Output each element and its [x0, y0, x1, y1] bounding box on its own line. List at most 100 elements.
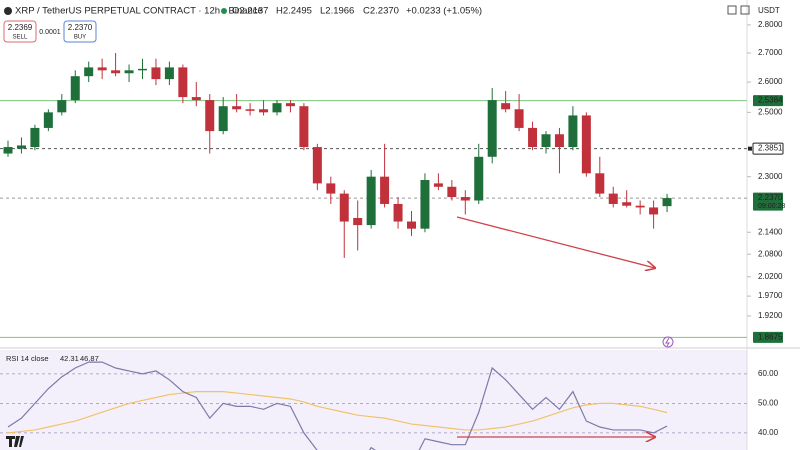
- brand-logo: [6, 436, 24, 447]
- candle-body: [528, 127, 538, 148]
- y-tick-label: 40.00: [758, 428, 779, 437]
- candle-body: [43, 112, 53, 128]
- y-tick-label: 2.6000: [758, 77, 783, 86]
- candle-body: [30, 127, 40, 148]
- price-label-box: [753, 192, 783, 211]
- symbol-icon: [4, 7, 12, 15]
- candle-body: [662, 198, 672, 207]
- indicator-line: [7, 361, 668, 450]
- candle-body: [380, 176, 390, 204]
- price-label: 2.2370: [758, 193, 783, 202]
- ohlc-l: L2.1966: [320, 6, 354, 17]
- symbol-title: XRP / TetherUS PERPETUAL CONTRACT · 12h …: [15, 6, 263, 17]
- alert-icon[interactable]: [662, 336, 674, 348]
- candle-body: [57, 100, 67, 113]
- ohlc-c: C2.2370: [363, 6, 399, 17]
- settings-icon[interactable]: [740, 5, 750, 15]
- y-tick-label: 2.0800: [758, 249, 783, 258]
- rsi-value: 42.31: [60, 354, 79, 363]
- ohlc-change: +0.0233 (+1.05%): [406, 6, 482, 17]
- candle-body: [514, 109, 524, 128]
- layout-icon[interactable]: [727, 5, 737, 15]
- currency: USDT: [758, 6, 780, 15]
- price-label: 2.5384: [758, 96, 783, 105]
- y-tick-label: 2.7000: [758, 48, 783, 57]
- candle-body: [299, 106, 309, 148]
- candle-body: [366, 176, 376, 226]
- candle-body: [568, 115, 578, 148]
- candle-body: [218, 106, 228, 132]
- candle-body: [420, 180, 430, 229]
- candle-body: [151, 67, 161, 80]
- candle-body: [622, 202, 632, 206]
- rsi-ma-value: 46.87: [80, 354, 99, 363]
- candle-body: [84, 67, 94, 77]
- candle-body: [245, 109, 255, 111]
- buy-label: BUY: [74, 35, 86, 41]
- price-label-marker: [748, 146, 752, 151]
- candle-body: [272, 103, 282, 113]
- candle-body: [595, 173, 605, 194]
- candle-body: [487, 100, 497, 157]
- ohlc-h: H2.2495: [276, 6, 312, 17]
- y-tick-label: 1.9200: [758, 311, 783, 320]
- y-tick-label: 2.8000: [758, 20, 783, 29]
- candle-body: [312, 147, 322, 184]
- alert-icon-glyph: [665, 337, 670, 347]
- candle-body: [232, 106, 242, 110]
- y-tick-label: 1.9700: [758, 291, 783, 300]
- candle-body: [70, 76, 80, 101]
- candle-body: [474, 156, 484, 201]
- price-label: 1.8675: [758, 332, 783, 341]
- price-label-box: [753, 331, 783, 343]
- y-tick-label: 2.3000: [758, 172, 783, 181]
- candle-body: [447, 186, 457, 198]
- countdown: 09:00:28: [758, 203, 785, 210]
- sell-price: 2.2369: [8, 23, 33, 32]
- candle-body: [339, 193, 349, 222]
- rsi-lines: [7, 361, 668, 450]
- candle-body: [191, 97, 201, 101]
- trend-arrow: [456, 216, 655, 268]
- candle-body: [97, 67, 107, 71]
- candle-body: [608, 193, 618, 204]
- price-label-box: [753, 95, 783, 107]
- candle-body: [501, 103, 511, 110]
- spread: 0.0001: [39, 29, 61, 36]
- rsi-name: RSI 14 close: [6, 354, 49, 363]
- candle-body: [124, 70, 134, 74]
- y-tick-label: 2.5000: [758, 107, 783, 116]
- indicator-line: [7, 390, 668, 434]
- candle-body: [3, 147, 13, 154]
- rsi-pane: [0, 350, 747, 450]
- candle-body: [16, 145, 26, 149]
- candle-body: [433, 183, 443, 187]
- candle-body: [259, 109, 269, 113]
- candle-body: [164, 67, 174, 80]
- candle-body: [111, 70, 121, 74]
- status-dot: [221, 8, 227, 14]
- sell-label: SELL: [13, 35, 28, 41]
- candle-body: [649, 207, 659, 215]
- candle-body: [178, 67, 188, 98]
- candle-body: [353, 217, 363, 226]
- plot: 2.8000 2.7000 2.6000 2.5000 2.3000 2.1400 2.08…: [0, 20, 785, 450]
- ohlc-o: O2.2137: [232, 6, 268, 17]
- candle-body: [541, 134, 551, 148]
- candle-body: [285, 103, 295, 107]
- buy-price: 2.2370: [68, 23, 93, 32]
- price-label: 2.3851: [758, 144, 783, 153]
- y-tick-label: 2.0200: [758, 272, 783, 281]
- y-tick-label: 60.00: [758, 369, 779, 378]
- candle-body: [407, 221, 416, 229]
- candle-body: [635, 205, 645, 208]
- buy-button[interactable]: [63, 20, 97, 43]
- candle-body: [581, 115, 591, 174]
- y-tick-label: 50.00: [758, 399, 779, 408]
- candle-body: [460, 197, 470, 201]
- candle-body: [205, 100, 215, 132]
- y-tick-label: 2.1400: [758, 227, 783, 236]
- sell-button[interactable]: [3, 20, 37, 43]
- candle-body: [554, 134, 564, 148]
